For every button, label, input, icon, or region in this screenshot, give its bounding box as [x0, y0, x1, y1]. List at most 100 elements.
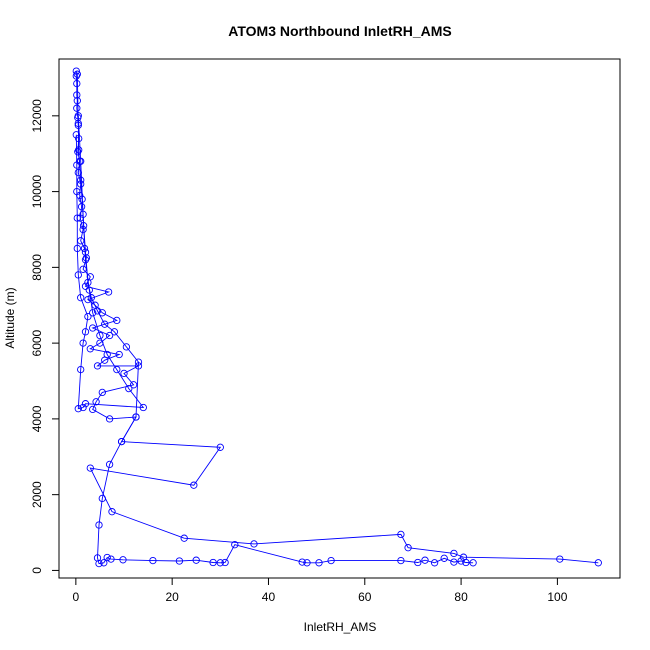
data-point — [73, 70, 81, 78]
data-point — [113, 365, 121, 374]
y-tick-label: 0 — [30, 567, 44, 574]
data-point — [73, 244, 81, 253]
data-point — [95, 559, 103, 568]
data-point — [221, 558, 229, 567]
data-point — [104, 288, 113, 296]
data-point — [457, 557, 465, 565]
y-axis: 0 2000 4000 6000 8000 10000 12000 — [30, 99, 60, 574]
data-point — [250, 540, 258, 548]
data-point — [89, 324, 97, 332]
data-point — [79, 403, 87, 412]
data-point — [103, 553, 111, 562]
data-point — [101, 320, 109, 328]
data-point — [74, 168, 82, 177]
data-point — [77, 294, 85, 302]
data-point — [105, 460, 114, 469]
data-point — [105, 331, 114, 340]
data-point — [216, 559, 224, 567]
x-tick-label: 80 — [454, 590, 468, 604]
data-point — [79, 222, 88, 230]
data-point — [74, 405, 82, 413]
data-point — [72, 67, 80, 75]
data-point — [103, 350, 111, 359]
data-point — [190, 481, 198, 489]
data-point — [89, 309, 97, 317]
data-point — [100, 559, 108, 567]
data-point — [87, 294, 95, 302]
data-point — [84, 312, 92, 321]
y-tick-label: 2000 — [30, 481, 44, 508]
data-point — [108, 508, 116, 516]
data-point — [81, 328, 90, 336]
data-point — [77, 157, 85, 165]
data-point — [74, 271, 82, 279]
plot-frame — [58, 58, 621, 579]
data-point — [303, 559, 311, 567]
x-tick-label: 0 — [73, 590, 80, 604]
data-point — [119, 556, 127, 564]
data-point — [81, 248, 90, 256]
x-axis: 0 20 40 60 80 100 — [73, 577, 568, 604]
data-point — [98, 494, 106, 503]
data-point — [77, 203, 86, 211]
data-point — [209, 558, 217, 567]
data-point — [430, 559, 439, 567]
data-point — [74, 119, 82, 128]
data-point — [192, 556, 200, 564]
data-point — [86, 345, 94, 353]
data-point — [92, 398, 100, 406]
y-axis-label: Altitude (m) — [3, 287, 17, 348]
data-point — [129, 381, 138, 389]
data-point — [122, 343, 131, 351]
data-point — [440, 554, 448, 562]
data-point — [84, 278, 92, 287]
data-point — [74, 121, 82, 129]
data-point — [85, 286, 93, 294]
x-tick-label: 100 — [547, 590, 567, 604]
x-tick-label: 60 — [358, 590, 372, 604]
data-point — [110, 328, 119, 336]
data-point — [231, 541, 239, 549]
data-point — [120, 369, 128, 378]
data-point — [75, 146, 83, 154]
y-tick-label: 6000 — [30, 329, 44, 356]
data-point — [98, 388, 106, 397]
data-point — [125, 384, 133, 393]
data-point — [93, 307, 102, 315]
data-point — [79, 210, 87, 218]
data-point — [81, 400, 90, 408]
data-point — [450, 549, 458, 558]
chart-title: ATOM3 Northbound InletRH_AMS — [228, 23, 451, 39]
data-point — [397, 556, 405, 565]
data-point — [93, 362, 102, 370]
data-point — [315, 559, 323, 567]
data-point — [107, 555, 115, 563]
y-tick-label: 8000 — [30, 254, 44, 281]
data-point — [86, 464, 94, 472]
data-point — [77, 237, 85, 245]
data-point — [414, 558, 422, 567]
data-point — [175, 557, 184, 565]
data-point — [95, 521, 103, 529]
data-point — [72, 131, 80, 139]
data-point — [74, 112, 82, 120]
data-point — [404, 544, 412, 552]
series-points — [72, 67, 602, 568]
x-tick-label: 40 — [262, 590, 276, 604]
x-tick-label: 20 — [165, 590, 179, 604]
data-point — [421, 556, 429, 564]
series-lines — [75, 71, 599, 565]
data-point — [115, 350, 123, 359]
data-point — [73, 97, 81, 105]
data-point — [113, 316, 121, 325]
data-point — [75, 134, 83, 143]
data-point — [397, 530, 405, 539]
data-point — [134, 358, 143, 366]
y-tick-label: 4000 — [30, 405, 44, 432]
data-point — [73, 214, 81, 222]
data-point — [73, 187, 81, 196]
data-point — [149, 556, 157, 565]
data-point — [117, 437, 126, 446]
data-point — [298, 558, 306, 566]
